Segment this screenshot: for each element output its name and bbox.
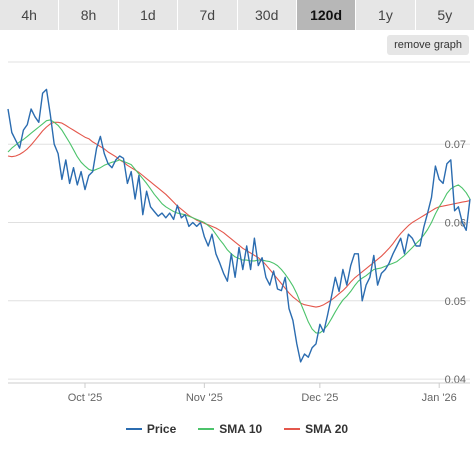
legend-label-sma20: SMA 20 [305, 422, 349, 436]
tab-4h[interactable]: 4h [0, 0, 60, 30]
x-tick-label-3: Jan '26 [422, 392, 457, 404]
legend-swatch-price [125, 428, 142, 430]
legend-item-price[interactable]: Price [125, 422, 177, 436]
legend-label-price: Price [146, 422, 177, 436]
tab-7d[interactable]: 7d [178, 0, 238, 30]
timeframe-tabs: 4h 8h 1d 7d 30d 120d 1y 5y [0, 0, 474, 30]
tab-8h[interactable]: 8h [59, 0, 119, 30]
remove-graph-button[interactable]: remove graph [387, 35, 469, 55]
series-line-sma10 [7, 119, 471, 334]
series-line-price [7, 88, 471, 363]
legend-label-sma10: SMA 10 [219, 422, 263, 436]
chart-legend: Price SMA 10 SMA 20 [0, 420, 474, 438]
y-tick-label-0: 0.04 [445, 374, 466, 386]
series-line-sma20 [7, 121, 471, 308]
x-tick-label-0: Oct '25 [68, 392, 103, 404]
legend-swatch-sma10 [198, 428, 215, 430]
x-tick-label-1: Nov '25 [186, 392, 223, 404]
legend-swatch-sma20 [284, 428, 301, 430]
x-tick-label-2: Dec '25 [301, 392, 338, 404]
y-tick-label-2: 0.06 [445, 218, 466, 230]
y-tick-label-1: 0.05 [445, 296, 466, 308]
tab-30d[interactable]: 30d [237, 0, 297, 30]
legend-item-sma20[interactable]: SMA 20 [284, 422, 348, 436]
tab-1y[interactable]: 1y [356, 0, 416, 30]
legend-item-sma10[interactable]: SMA 10 [198, 422, 262, 436]
tab-120d[interactable]: 120d [296, 0, 357, 30]
tab-1d[interactable]: 1d [118, 0, 179, 30]
tab-5y[interactable]: 5y [415, 0, 474, 30]
y-tick-label-3: 0.07 [445, 139, 466, 151]
